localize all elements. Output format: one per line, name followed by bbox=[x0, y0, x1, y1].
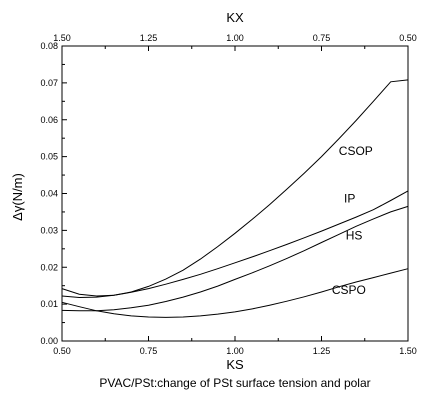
y-tick-label: 0.07 bbox=[40, 78, 58, 88]
series-label-csop: CSOP bbox=[339, 144, 373, 158]
y-tick-label: 0.04 bbox=[40, 189, 58, 199]
y-tick-label: 0.02 bbox=[40, 262, 58, 272]
bottom-axis-title: KS bbox=[226, 357, 244, 372]
y-tick-label: 0.03 bbox=[40, 225, 58, 235]
lines-layer bbox=[61, 79, 409, 318]
series-line-csop bbox=[61, 79, 409, 297]
y-tick-label: 0.05 bbox=[40, 152, 58, 162]
x-tick-label: 0.75 bbox=[140, 346, 158, 356]
plot-frame bbox=[61, 45, 409, 342]
series-line-cspo bbox=[61, 268, 409, 318]
series-label-ip: IP bbox=[344, 192, 355, 206]
series-line-ip bbox=[61, 190, 409, 299]
y-tick-label: 0.00 bbox=[40, 336, 58, 346]
chart-caption: PVAC/PSt:change of PSt surface tension a… bbox=[99, 376, 370, 390]
x-tick-label: 1.50 bbox=[399, 346, 417, 356]
y-tick-label: 0.06 bbox=[40, 115, 58, 125]
x2-tick-label: 0.50 bbox=[399, 33, 417, 43]
series-line-hs bbox=[61, 205, 409, 312]
y-tick-label: 0.01 bbox=[40, 299, 58, 309]
y-tick-label: 0.08 bbox=[40, 41, 58, 51]
top-axis-title: KX bbox=[226, 10, 244, 25]
x2-tick-label: 1.50 bbox=[53, 33, 71, 43]
x-tick-label: 1.00 bbox=[226, 346, 244, 356]
x-tick-label: 1.25 bbox=[313, 346, 331, 356]
series-label-hs: HS bbox=[346, 229, 363, 243]
x2-tick-label: 1.00 bbox=[226, 33, 244, 43]
x2-tick-label: 0.75 bbox=[313, 33, 331, 43]
x-tick-label: 0.50 bbox=[53, 346, 71, 356]
y-axis-title: Δγ(N/m) bbox=[10, 173, 25, 221]
x2-tick-label: 1.25 bbox=[140, 33, 158, 43]
labels-layer: 0.50 0.75 1.00 1.25 1.50 1.50 1.25 1.00 0.75 0.50… bbox=[40, 33, 416, 356]
series-label-cspo: CSPO bbox=[332, 283, 366, 297]
